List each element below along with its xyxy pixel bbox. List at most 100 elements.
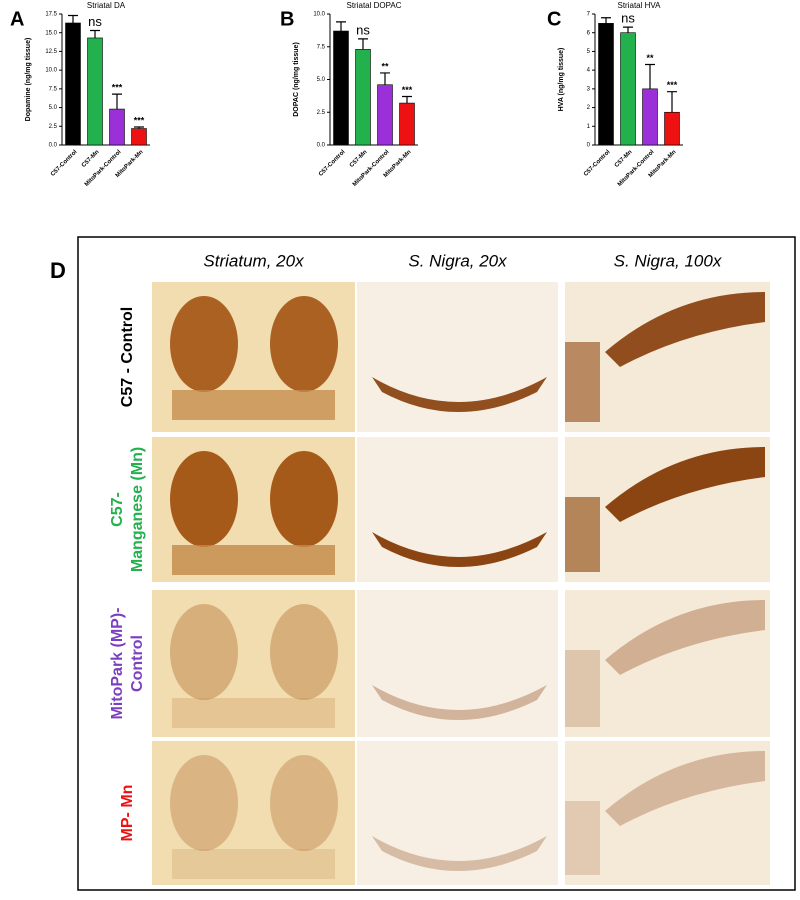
bar bbox=[333, 30, 349, 146]
error-bar bbox=[380, 72, 390, 85]
y-tick-label: 10.0 bbox=[45, 68, 57, 74]
nigra-high-edge bbox=[565, 801, 600, 875]
y-tick-label: 7.5 bbox=[317, 44, 326, 50]
y-tick-label: 0.0 bbox=[49, 143, 58, 149]
error-bar bbox=[601, 17, 611, 24]
y-axis-label: HVA (ng/mg tissue) bbox=[558, 48, 565, 112]
chart-title: Striatal DOPAC bbox=[347, 1, 402, 10]
nigra-high-band bbox=[605, 600, 765, 675]
y-tick-label: 0.0 bbox=[317, 143, 326, 149]
striatum-left bbox=[170, 604, 238, 700]
x-tick-label: C57-Mn bbox=[81, 149, 101, 169]
significance-label: ns bbox=[88, 14, 102, 29]
error-bar bbox=[134, 126, 144, 129]
striatum-base bbox=[172, 390, 335, 420]
y-tick-label: 15.0 bbox=[45, 30, 57, 36]
nigra-low-band bbox=[372, 377, 547, 412]
column-header: S. Nigra, 100x bbox=[614, 251, 722, 270]
significance-label: ** bbox=[381, 61, 389, 71]
row-label: C57 - Control bbox=[119, 307, 136, 407]
nigra-low-band bbox=[372, 685, 547, 720]
y-tick-label: 7.5 bbox=[49, 86, 58, 92]
bar bbox=[65, 22, 81, 146]
bar bbox=[598, 23, 614, 146]
panel-d-frame bbox=[77, 236, 796, 891]
y-tick-label: 5.0 bbox=[317, 77, 326, 83]
y-tick-label: 3 bbox=[587, 86, 591, 92]
striatum-left bbox=[170, 755, 238, 851]
y-tick-label: 0 bbox=[587, 143, 591, 149]
striatum-base bbox=[172, 545, 335, 575]
row-label: MP- Mn bbox=[119, 785, 136, 842]
nigra-high-image bbox=[565, 590, 770, 737]
nigra-high-edge bbox=[565, 650, 600, 727]
bar bbox=[642, 88, 658, 146]
nigra-low-image bbox=[357, 590, 558, 737]
striatum-left bbox=[170, 296, 238, 392]
y-tick-label: 2.5 bbox=[49, 124, 58, 130]
nigra-low-band bbox=[372, 532, 547, 567]
panel-letter: C bbox=[547, 8, 561, 30]
nigra-high-image bbox=[565, 741, 770, 885]
y-tick-label: 1 bbox=[587, 124, 591, 130]
striatum-right bbox=[270, 604, 338, 700]
striatum-right bbox=[270, 755, 338, 851]
bar bbox=[664, 111, 680, 146]
row-label: Manganese (Mn) bbox=[129, 447, 146, 572]
y-tick-label: 7 bbox=[587, 12, 591, 18]
significance-label: ** bbox=[646, 53, 654, 63]
error-bar bbox=[112, 93, 122, 110]
error-bar bbox=[90, 29, 100, 38]
y-tick-label: 2 bbox=[587, 105, 591, 111]
bar bbox=[87, 37, 103, 146]
x-tick-label: C57-Control bbox=[583, 149, 612, 178]
bar bbox=[399, 102, 415, 146]
x-tick-label: C57-Mn bbox=[349, 149, 369, 169]
error-bar bbox=[623, 26, 633, 33]
striatum-base bbox=[172, 698, 335, 728]
striatum-image bbox=[152, 590, 355, 737]
error-bar bbox=[645, 63, 655, 89]
panel-letter: D bbox=[50, 258, 66, 283]
bar bbox=[620, 32, 636, 146]
row-label: MitoPark (MP)- bbox=[109, 608, 126, 720]
column-header: S. Nigra, 20x bbox=[408, 251, 507, 270]
nigra-high-band bbox=[605, 292, 765, 367]
striatum-right bbox=[270, 451, 338, 547]
bar bbox=[131, 128, 147, 146]
y-tick-label: 5 bbox=[587, 49, 591, 55]
error-bar bbox=[68, 14, 78, 23]
significance-label: *** bbox=[134, 115, 145, 125]
row-label: C57- bbox=[109, 492, 126, 527]
y-axis-label: DOPAC (ng/mg tissue) bbox=[293, 42, 300, 117]
nigra-low-band bbox=[372, 836, 547, 871]
y-tick-label: 10.0 bbox=[313, 12, 325, 18]
y-tick-label: 6 bbox=[587, 30, 591, 36]
significance-label: *** bbox=[667, 80, 678, 90]
error-bar bbox=[358, 38, 368, 50]
y-tick-label: 12.5 bbox=[45, 49, 57, 55]
striatum-image bbox=[152, 741, 355, 885]
nigra-high-band bbox=[605, 751, 765, 826]
panel-letter: B bbox=[280, 8, 294, 30]
row-label: Control bbox=[129, 635, 146, 692]
bar bbox=[109, 108, 125, 146]
chart-title: Striatal HVA bbox=[618, 1, 662, 10]
striatum-base bbox=[172, 849, 335, 879]
panel-letter: A bbox=[10, 8, 24, 30]
striatum-left bbox=[170, 451, 238, 547]
column-header: Striatum, 20x bbox=[203, 251, 304, 270]
error-bar bbox=[336, 21, 346, 32]
error-bar bbox=[667, 91, 677, 113]
significance-label: ns bbox=[356, 22, 370, 37]
y-tick-label: 4 bbox=[587, 68, 591, 74]
x-tick-label: C57-Mn bbox=[614, 149, 634, 169]
significance-label: ns bbox=[621, 11, 635, 26]
nigra-high-edge bbox=[565, 497, 600, 572]
striatum-right bbox=[270, 296, 338, 392]
bar bbox=[377, 84, 393, 146]
y-axis-label: Dopamine (ng/mg tissue) bbox=[25, 38, 32, 122]
nigra-high-band bbox=[605, 447, 765, 522]
error-bar bbox=[402, 95, 412, 104]
